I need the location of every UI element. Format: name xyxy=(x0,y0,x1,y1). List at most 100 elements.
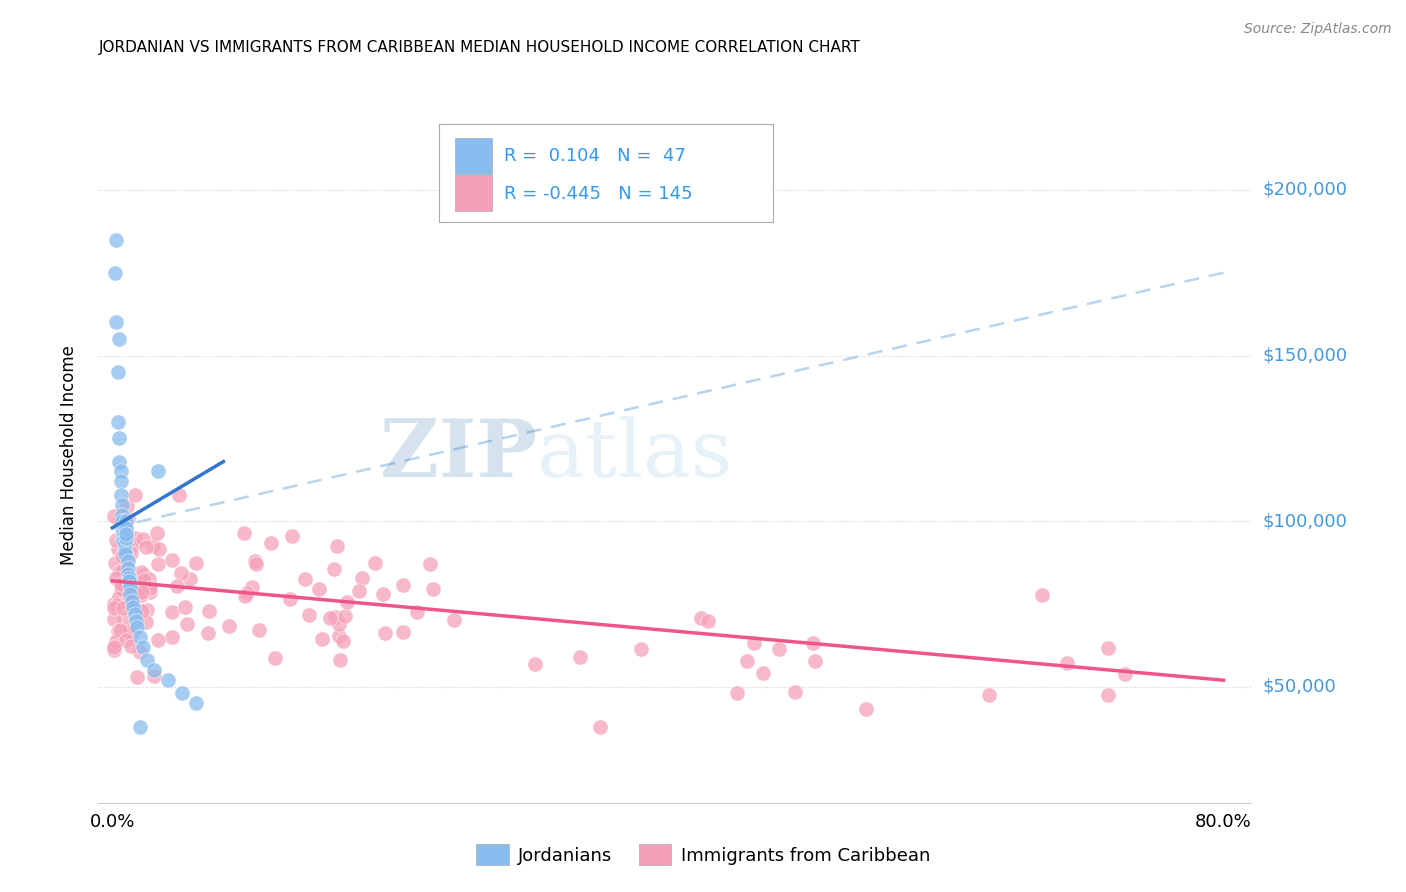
Text: $50,000: $50,000 xyxy=(1263,678,1336,696)
Point xyxy=(245,554,267,568)
Point xyxy=(298,607,321,622)
Point xyxy=(120,587,142,601)
Point xyxy=(121,593,143,607)
Point xyxy=(143,663,166,677)
Point xyxy=(630,642,652,657)
Point xyxy=(118,574,141,588)
Point xyxy=(347,583,370,598)
Point xyxy=(115,531,138,545)
Point xyxy=(139,585,162,599)
Point xyxy=(371,587,394,601)
Point xyxy=(1056,657,1078,671)
Point xyxy=(801,636,824,650)
Point xyxy=(120,627,142,641)
Point xyxy=(184,697,207,711)
Point xyxy=(335,609,357,624)
Point xyxy=(134,567,156,582)
Point xyxy=(122,537,145,551)
Point xyxy=(114,563,136,577)
Text: JORDANIAN VS IMMIGRANTS FROM CARIBBEAN MEDIAN HOUSEHOLD INCOME CORRELATION CHART: JORDANIAN VS IMMIGRANTS FROM CARIBBEAN M… xyxy=(98,40,860,55)
Point xyxy=(170,566,193,580)
Point xyxy=(124,607,146,621)
Point xyxy=(122,600,145,615)
Point xyxy=(104,266,127,280)
Point xyxy=(112,514,135,528)
Point xyxy=(278,592,301,607)
Point xyxy=(110,475,132,489)
Point xyxy=(127,670,149,684)
Point xyxy=(110,564,132,578)
Legend: Jordanians, Immigrants from Caribbean: Jordanians, Immigrants from Caribbean xyxy=(467,835,939,874)
Point xyxy=(118,585,141,599)
Point xyxy=(783,685,806,699)
Point xyxy=(179,572,201,586)
Point xyxy=(111,521,134,535)
Point xyxy=(176,616,198,631)
Point xyxy=(135,540,157,554)
Point xyxy=(232,525,254,540)
Point xyxy=(112,612,135,626)
Point xyxy=(136,653,159,667)
Point xyxy=(803,654,825,668)
Point xyxy=(236,586,259,600)
Point xyxy=(103,597,125,611)
Point xyxy=(120,546,142,560)
Point xyxy=(108,332,131,346)
Point xyxy=(167,488,190,502)
Point xyxy=(129,588,152,602)
Point xyxy=(143,668,166,682)
Point xyxy=(110,465,132,479)
Point xyxy=(111,582,134,596)
Point xyxy=(979,688,1001,702)
Point xyxy=(328,629,350,643)
Point xyxy=(111,508,134,522)
Point xyxy=(725,686,748,700)
Point xyxy=(326,539,349,553)
Point xyxy=(112,524,135,538)
Point xyxy=(245,558,267,572)
Point xyxy=(350,571,373,585)
Point xyxy=(125,614,148,628)
Point xyxy=(139,581,162,595)
Point xyxy=(768,641,790,656)
Point xyxy=(103,600,125,615)
Point xyxy=(110,488,132,502)
Point xyxy=(308,582,330,596)
FancyBboxPatch shape xyxy=(454,137,492,174)
Point xyxy=(1031,588,1053,602)
Point xyxy=(392,624,415,639)
Point xyxy=(124,488,146,502)
Point xyxy=(115,527,138,541)
Point xyxy=(364,556,387,570)
Point xyxy=(751,665,773,680)
Point xyxy=(105,233,128,247)
Point xyxy=(104,571,127,585)
Point xyxy=(132,532,155,546)
Point xyxy=(117,554,139,568)
Point xyxy=(184,556,207,570)
Point xyxy=(311,632,333,646)
Point xyxy=(112,534,135,549)
Point xyxy=(110,623,132,637)
Point xyxy=(690,611,713,625)
Point xyxy=(124,531,146,545)
Text: Source: ZipAtlas.com: Source: ZipAtlas.com xyxy=(1244,22,1392,37)
Point xyxy=(443,613,465,627)
Point xyxy=(107,624,129,639)
Point xyxy=(129,645,152,659)
Point xyxy=(117,511,139,525)
Point xyxy=(422,582,444,596)
Point xyxy=(121,584,143,599)
Point xyxy=(108,514,131,528)
Point xyxy=(112,524,135,538)
Point xyxy=(128,580,150,594)
Point xyxy=(103,612,125,626)
Point xyxy=(240,580,263,594)
Point xyxy=(328,616,350,631)
Point xyxy=(129,565,152,579)
Point xyxy=(112,527,135,541)
Point xyxy=(392,578,415,592)
Point xyxy=(322,562,344,576)
Point xyxy=(568,650,591,665)
Point xyxy=(131,584,153,599)
